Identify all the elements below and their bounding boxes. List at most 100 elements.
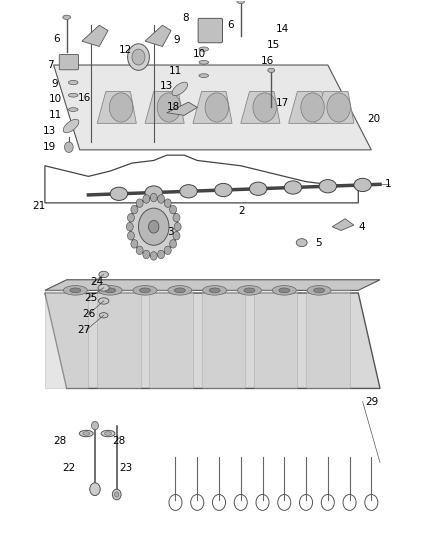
Text: 19: 19	[43, 142, 56, 152]
Text: 24: 24	[91, 277, 104, 287]
Polygon shape	[97, 290, 141, 389]
Ellipse shape	[268, 68, 275, 72]
FancyBboxPatch shape	[59, 54, 78, 70]
Text: 20: 20	[367, 114, 380, 124]
Text: 29: 29	[365, 397, 378, 407]
Text: 17: 17	[276, 98, 289, 108]
Ellipse shape	[296, 239, 307, 247]
Ellipse shape	[68, 80, 78, 85]
Ellipse shape	[237, 0, 245, 4]
Ellipse shape	[203, 286, 226, 295]
Polygon shape	[241, 92, 280, 123]
Polygon shape	[167, 102, 197, 115]
Circle shape	[131, 240, 138, 248]
Ellipse shape	[199, 47, 208, 51]
Ellipse shape	[63, 119, 79, 133]
Circle shape	[126, 222, 133, 231]
Circle shape	[92, 421, 99, 430]
Circle shape	[150, 252, 157, 260]
Ellipse shape	[110, 93, 133, 122]
Ellipse shape	[180, 184, 197, 198]
Text: 13: 13	[160, 81, 173, 91]
Ellipse shape	[209, 288, 220, 293]
Text: 28: 28	[53, 437, 67, 447]
Text: 22: 22	[62, 463, 76, 473]
Ellipse shape	[319, 180, 336, 193]
Ellipse shape	[79, 430, 93, 437]
Text: 10: 10	[49, 94, 62, 104]
Ellipse shape	[174, 288, 185, 293]
Polygon shape	[306, 290, 350, 389]
Circle shape	[127, 231, 134, 240]
Ellipse shape	[68, 93, 78, 97]
Ellipse shape	[110, 187, 127, 200]
Ellipse shape	[133, 286, 157, 295]
Ellipse shape	[70, 288, 81, 293]
Circle shape	[143, 250, 150, 259]
Ellipse shape	[172, 82, 187, 95]
Ellipse shape	[253, 93, 276, 122]
Text: 27: 27	[78, 325, 91, 335]
Circle shape	[170, 240, 177, 248]
Text: 10: 10	[193, 50, 206, 59]
Text: 6: 6	[228, 20, 234, 30]
Ellipse shape	[354, 179, 371, 191]
Text: 25: 25	[84, 293, 97, 303]
Text: 11: 11	[169, 67, 182, 76]
Text: 12: 12	[119, 45, 132, 55]
Circle shape	[138, 208, 169, 245]
Polygon shape	[201, 290, 245, 389]
Polygon shape	[97, 92, 136, 123]
Ellipse shape	[237, 286, 261, 295]
Circle shape	[132, 49, 145, 65]
Circle shape	[136, 246, 143, 255]
Ellipse shape	[272, 286, 296, 295]
Ellipse shape	[284, 181, 302, 194]
Text: 8: 8	[182, 13, 189, 23]
Polygon shape	[145, 92, 184, 123]
Circle shape	[150, 193, 157, 202]
Text: 23: 23	[119, 463, 132, 473]
Text: 13: 13	[43, 126, 56, 136]
Ellipse shape	[140, 288, 150, 293]
Ellipse shape	[83, 432, 90, 435]
Circle shape	[148, 220, 159, 233]
Text: 9: 9	[51, 78, 58, 88]
Circle shape	[90, 483, 100, 496]
Text: 28: 28	[113, 437, 126, 447]
Polygon shape	[193, 92, 232, 123]
Ellipse shape	[168, 286, 192, 295]
Circle shape	[115, 492, 119, 497]
Polygon shape	[289, 92, 328, 123]
Ellipse shape	[105, 432, 112, 435]
Circle shape	[136, 199, 143, 207]
Polygon shape	[45, 290, 88, 389]
Ellipse shape	[314, 288, 325, 293]
Ellipse shape	[68, 108, 78, 111]
Ellipse shape	[145, 186, 162, 199]
Circle shape	[174, 222, 181, 231]
Ellipse shape	[157, 93, 181, 122]
FancyBboxPatch shape	[198, 18, 223, 43]
Polygon shape	[45, 280, 380, 290]
Ellipse shape	[99, 298, 109, 304]
Text: 16: 16	[78, 93, 91, 103]
Text: 18: 18	[167, 102, 180, 112]
Text: 9: 9	[173, 35, 180, 45]
Circle shape	[158, 195, 165, 203]
Ellipse shape	[98, 284, 110, 291]
Text: 5: 5	[315, 238, 321, 248]
Polygon shape	[145, 25, 171, 46]
Circle shape	[173, 214, 180, 222]
Circle shape	[130, 198, 178, 256]
Ellipse shape	[205, 93, 229, 122]
Ellipse shape	[279, 288, 290, 293]
Circle shape	[143, 195, 150, 203]
Text: 3: 3	[167, 227, 173, 237]
Ellipse shape	[307, 286, 331, 295]
Polygon shape	[254, 290, 297, 389]
Circle shape	[158, 250, 165, 259]
Circle shape	[127, 44, 149, 70]
Text: 6: 6	[53, 34, 60, 44]
Circle shape	[170, 205, 177, 214]
